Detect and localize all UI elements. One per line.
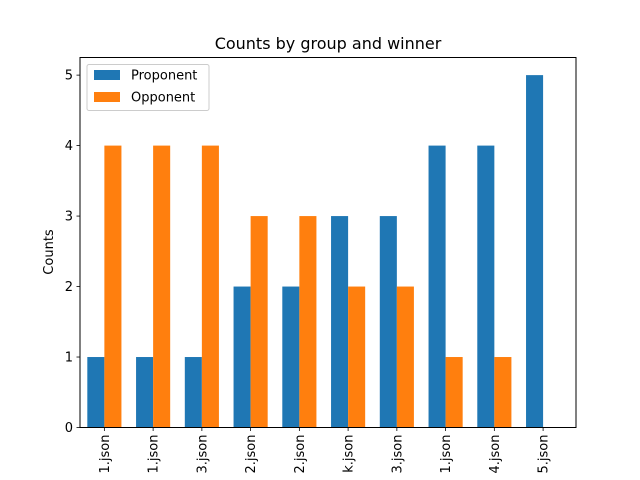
bar-proponent-3 — [233, 286, 251, 428]
x-tick-label: 2.json — [244, 435, 259, 474]
x-tick-label: k.json — [342, 435, 357, 473]
x-axis: 1.json 1.json 3.json 2.json 2.json k.json 3.js… — [98, 427, 552, 474]
bar-proponent-5 — [331, 216, 349, 428]
y-tick-label: 2 — [65, 280, 73, 295]
x-tick-label: 2.json — [293, 435, 308, 474]
bar-proponent-8 — [477, 145, 495, 428]
bar-opponent-4 — [299, 216, 317, 428]
legend: Proponent Opponent — [86, 64, 210, 111]
x-tick-label: 1.json — [439, 435, 454, 474]
bars-group — [87, 75, 544, 428]
legend-swatch-opponent — [94, 92, 120, 102]
bar-proponent-7 — [428, 145, 446, 428]
y-tick-label: 1 — [65, 351, 73, 366]
bar-opponent-2 — [201, 145, 219, 428]
x-tick-label: 4.json — [488, 435, 503, 474]
chart-title: Counts by group and winner — [215, 34, 442, 53]
bar-opponent-7 — [445, 357, 463, 428]
bar-opponent-5 — [348, 286, 366, 428]
plot-frame — [79, 57, 577, 428]
y-axis-label: Counts — [42, 229, 57, 275]
bar-proponent-4 — [282, 286, 300, 428]
x-tick-label: 1.json — [98, 435, 113, 474]
bar-proponent-2 — [184, 357, 202, 428]
bar-opponent-1 — [153, 145, 171, 428]
bar-proponent-0 — [87, 357, 105, 428]
x-tick-label: 1.json — [147, 435, 162, 474]
y-tick-label: 4 — [65, 139, 73, 154]
bar-proponent-1 — [136, 357, 154, 428]
y-tick-label: 0 — [65, 421, 73, 436]
y-tick-label: 3 — [65, 210, 73, 225]
y-tick-label: 5 — [65, 69, 73, 84]
bar-opponent-0 — [104, 145, 122, 428]
bar-opponent-8 — [494, 357, 512, 428]
y-axis: 0 1 2 3 4 5 — [65, 69, 80, 436]
x-tick-label: 3.json — [195, 435, 210, 474]
bar-proponent-9 — [526, 75, 544, 428]
bar-opponent-6 — [396, 286, 414, 428]
bar-opponent-3 — [250, 216, 268, 428]
x-tick-label: 5.json — [537, 435, 552, 474]
legend-swatch-proponent — [94, 70, 120, 80]
bar-proponent-6 — [379, 216, 397, 428]
x-tick-label: 3.json — [390, 435, 405, 474]
legend-label-proponent: Proponent — [131, 69, 197, 84]
legend-label-opponent: Opponent — [131, 91, 195, 106]
